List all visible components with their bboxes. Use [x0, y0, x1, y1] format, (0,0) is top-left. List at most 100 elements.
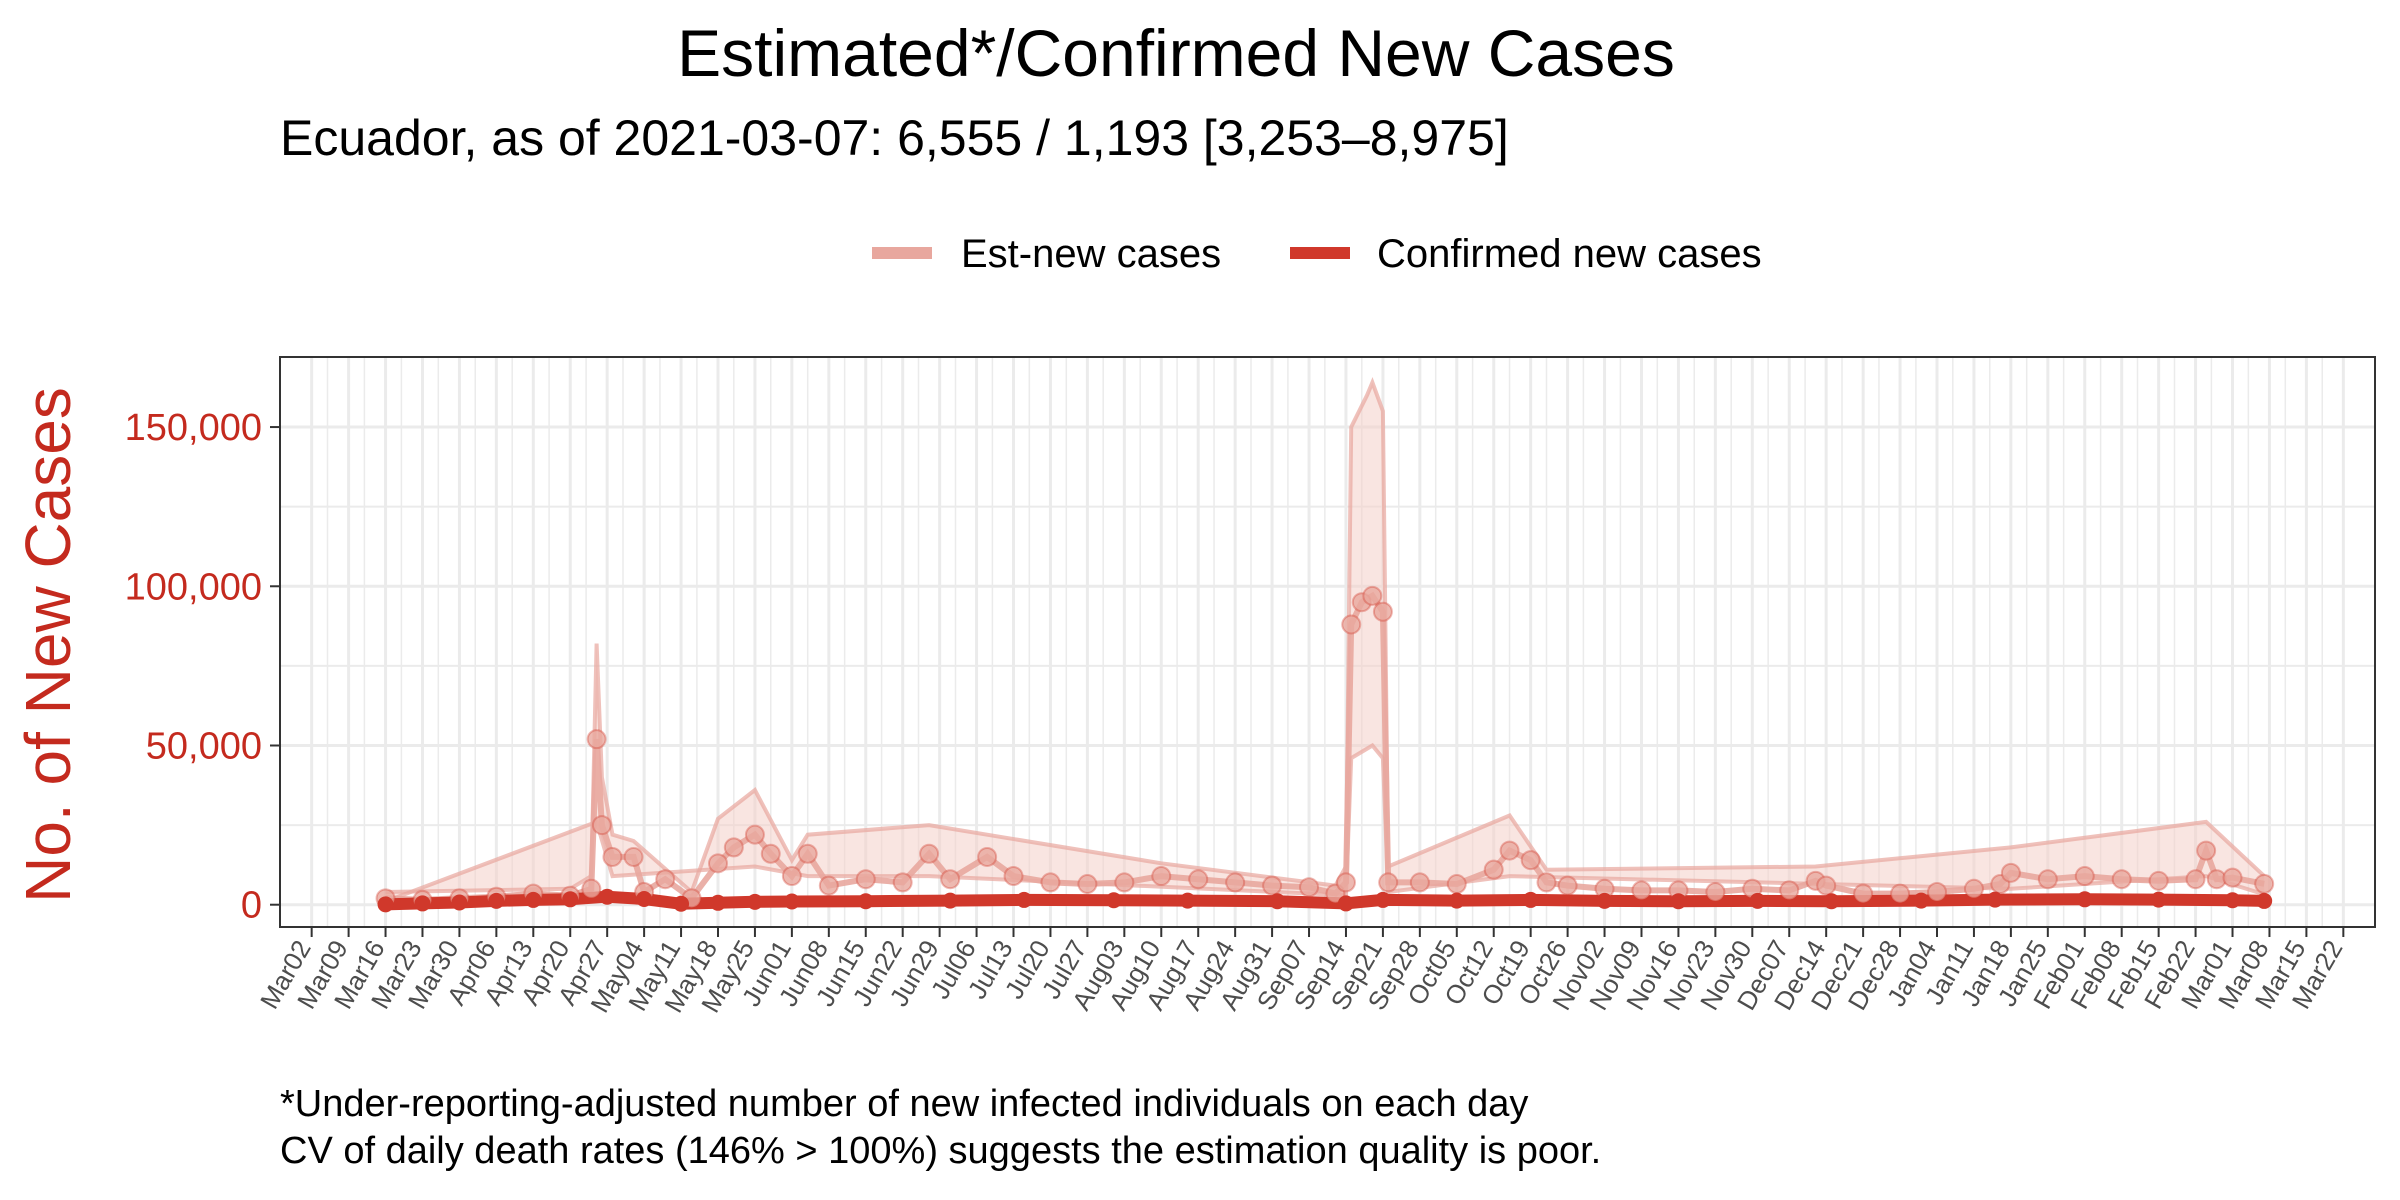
confirmed-point	[1016, 891, 1033, 908]
est-point	[1816, 875, 1837, 896]
confirmed-point	[562, 891, 579, 908]
confirmed-point	[488, 892, 505, 909]
confirmed-point	[1823, 893, 1840, 910]
confirmed-point	[1337, 895, 1354, 912]
chart-subtitle: Ecuador, as of 2021-03-07: 6,555 / 1,193…	[280, 110, 1509, 166]
est-point	[1705, 881, 1726, 902]
est-point	[1335, 872, 1356, 893]
est-point	[1520, 850, 1541, 871]
est-point	[2148, 870, 2169, 891]
confirmed-point	[746, 893, 763, 910]
est-point	[1631, 880, 1652, 901]
confirmed-point	[1448, 892, 1465, 909]
est-point	[581, 878, 602, 899]
confirmed-point	[1374, 891, 1391, 908]
confirmed-point	[636, 890, 653, 907]
est-upper-line	[385, 377, 2266, 896]
est-point	[1003, 866, 1024, 887]
est-point	[1963, 878, 1984, 899]
est-point	[2222, 867, 2243, 888]
plot-panel-border	[279, 356, 2376, 928]
est-point	[623, 846, 644, 867]
est-point	[781, 866, 802, 887]
est-point	[2037, 869, 2058, 890]
est-point	[818, 875, 839, 896]
est-point	[655, 869, 676, 890]
est-point	[744, 824, 765, 845]
caption-line-1: *Under-reporting-adjusted number of new …	[280, 1083, 1528, 1125]
est-point	[855, 869, 876, 890]
y-axis: 0 50,000 100,000 150,000	[125, 407, 280, 927]
confirmed-point	[783, 893, 800, 910]
confirmed-new-cases-line	[385, 890, 2265, 911]
confirmed-point	[709, 894, 726, 911]
est-point	[2185, 869, 2206, 890]
caption-line-2: CV of daily death rates (146% > 100%) su…	[280, 1130, 1601, 1172]
est-point	[1188, 869, 1209, 890]
est-point	[1114, 872, 1135, 893]
confirmed-point	[2150, 891, 2167, 908]
est-point	[1077, 874, 1098, 895]
confirmed-point	[1670, 893, 1687, 910]
confirmed-point	[857, 893, 874, 910]
legend-confirmed-label: Confirmed new cases	[1377, 232, 1762, 276]
est-point	[1927, 881, 1948, 902]
est-point	[1299, 877, 1320, 898]
y-tick-label: 0	[241, 885, 262, 927]
y-tick-label: 100,000	[125, 566, 262, 608]
gridlines	[280, 357, 2375, 927]
est-point	[1890, 883, 1911, 904]
est-point	[2196, 840, 2217, 861]
y-tick-label: 50,000	[146, 725, 262, 767]
confirmed-point	[1105, 892, 1122, 909]
confirmed-point	[525, 891, 542, 908]
confirmed-point	[1913, 892, 1930, 909]
est-point	[1151, 866, 1172, 887]
est-point	[1341, 614, 1362, 635]
est-point	[940, 869, 961, 890]
est-point	[2111, 869, 2132, 890]
confirmed-point	[599, 888, 616, 905]
confirmed-point	[377, 896, 394, 913]
confirmed-point	[673, 895, 690, 912]
x-axis: Mar02Mar09Mar16Mar23Mar30Apr06Apr13Apr20…	[254, 927, 2349, 1018]
est-point	[1536, 872, 1557, 893]
series-points	[375, 585, 2275, 913]
confirmed-point	[1269, 893, 1286, 910]
legend: Est-new cases Confirmed new cases	[872, 232, 1762, 276]
est-point	[1040, 872, 1061, 893]
est-uncertainty-band	[385, 382, 2265, 902]
confirmed-point	[2256, 892, 2273, 909]
confirmed-point	[1522, 891, 1539, 908]
est-point	[1483, 859, 1504, 880]
confirmed-point	[1596, 892, 1613, 909]
est-point	[760, 843, 781, 864]
confirmed-point	[942, 892, 959, 909]
y-tick-label: 150,000	[125, 407, 262, 449]
est-point	[2000, 862, 2021, 883]
plot-background	[280, 357, 2375, 927]
est-point	[1779, 880, 1800, 901]
uncertainty-bands	[385, 382, 2265, 902]
est-point	[1557, 875, 1578, 896]
est-point	[919, 843, 940, 864]
est-point	[1499, 840, 1520, 861]
confirmed-point	[1987, 891, 2004, 908]
est-point	[723, 837, 744, 858]
chart-title: Estimated*/Confirmed New Cases	[677, 16, 1675, 90]
est-point	[1378, 872, 1399, 893]
confirmed-point	[2224, 892, 2241, 909]
est-point	[602, 846, 623, 867]
legend-est-label: Est-new cases	[961, 232, 1221, 276]
est-point	[1409, 872, 1430, 893]
est-point	[977, 846, 998, 867]
est-point	[591, 815, 612, 836]
est-point	[1372, 601, 1393, 622]
confirmed-point	[451, 894, 468, 911]
est-point	[1225, 872, 1246, 893]
confirmed-point	[2076, 891, 2093, 908]
est-point	[797, 843, 818, 864]
y-axis-label: No. of New Cases	[12, 387, 84, 903]
est-point	[2254, 873, 2275, 894]
